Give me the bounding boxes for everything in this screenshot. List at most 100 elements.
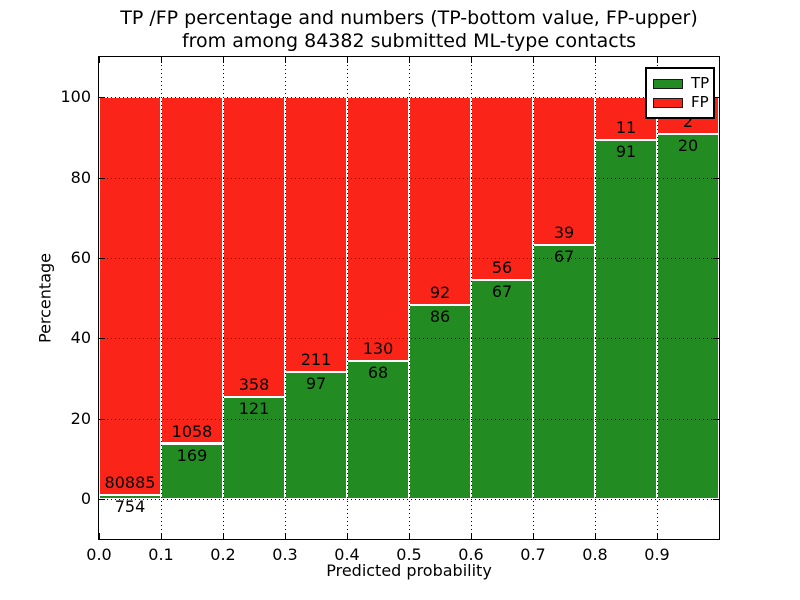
gridline-vertical bbox=[471, 57, 472, 539]
bar-tp-segment bbox=[409, 304, 471, 499]
bar-tp-count: 169 bbox=[176, 445, 208, 465]
bar-tp-count: 67 bbox=[491, 282, 513, 302]
legend-label: FP bbox=[691, 93, 709, 111]
bar-tp-count: 754 bbox=[114, 497, 146, 517]
bar-tp-segment bbox=[471, 280, 533, 499]
bar-fp-segment bbox=[99, 97, 161, 496]
bar-tp-segment bbox=[99, 495, 161, 499]
chart-title: TP /FP percentage and numbers (TP-bottom… bbox=[99, 7, 719, 53]
gridline-vertical bbox=[595, 57, 596, 539]
gridline-vertical bbox=[409, 57, 410, 539]
x-tick-label: 0.2 bbox=[210, 545, 236, 564]
y-tick-label: 60 bbox=[70, 247, 91, 267]
x-tick-label: 0.7 bbox=[520, 545, 546, 564]
bar-tp-segment bbox=[347, 360, 409, 499]
bar-fp-segment bbox=[285, 97, 347, 373]
x-tick-mark-top bbox=[161, 57, 162, 63]
y-tick-label: 40 bbox=[70, 328, 91, 348]
bar-tp-count: 121 bbox=[238, 399, 270, 419]
bar-fp-count: 11 bbox=[615, 118, 637, 138]
bar-tp-count: 68 bbox=[367, 362, 389, 382]
bar-fp-segment bbox=[161, 97, 223, 444]
x-tick-mark-bottom bbox=[223, 533, 224, 539]
plot-area: TP FP 0 20 40 60 80 100 0.0 0.1 0.2 0.3 0.4 0.5 0.6 0.… bbox=[60, 56, 720, 564]
bar-fp-count: 56 bbox=[491, 258, 513, 278]
y-tick-mark-left bbox=[99, 97, 105, 98]
bar-fp-count: 92 bbox=[429, 282, 451, 302]
y-tick-mark-left bbox=[99, 178, 105, 179]
bar-tp-segment bbox=[657, 133, 719, 499]
legend-label: TP bbox=[691, 74, 710, 92]
x-tick-label: 0.8 bbox=[582, 545, 608, 564]
x-tick-mark-bottom bbox=[347, 533, 348, 539]
gridline-vertical bbox=[285, 57, 286, 539]
chart-title-line2: from among 84382 submitted ML-type conta… bbox=[181, 30, 637, 52]
bar-fp-segment bbox=[409, 97, 471, 305]
y-tick-label: 100 bbox=[60, 87, 91, 107]
gridline-vertical bbox=[347, 57, 348, 539]
y-tick-mark-left bbox=[99, 258, 105, 259]
x-tick-mark-bottom bbox=[657, 533, 658, 539]
x-tick-mark-bottom bbox=[99, 533, 100, 539]
x-tick-mark-bottom bbox=[533, 533, 534, 539]
x-tick-mark-bottom bbox=[161, 533, 162, 539]
chart-title-line1: TP /FP percentage and numbers (TP-bottom… bbox=[120, 7, 698, 29]
bar-tp-count: 20 bbox=[677, 135, 699, 155]
y-tick-mark-right bbox=[713, 178, 719, 179]
legend: TP FP bbox=[645, 67, 715, 119]
x-tick-mark-top bbox=[471, 57, 472, 63]
x-tick-mark-top bbox=[99, 57, 100, 63]
y-tick-mark-right bbox=[713, 419, 719, 420]
x-tick-label: 0.0 bbox=[86, 545, 112, 564]
legend-swatch-fp-icon bbox=[653, 97, 683, 108]
bar-tp-segment bbox=[161, 443, 223, 499]
x-tick-label: 0.6 bbox=[458, 545, 484, 564]
y-tick-label: 20 bbox=[70, 408, 91, 428]
gridline-vertical bbox=[533, 57, 534, 539]
bar-tp-count: 86 bbox=[429, 306, 451, 326]
y-tick-mark-left bbox=[99, 419, 105, 420]
bar-tp-count: 91 bbox=[615, 142, 637, 162]
bar-tp-count: 67 bbox=[553, 246, 575, 266]
x-tick-mark-bottom bbox=[471, 533, 472, 539]
x-tick-mark-bottom bbox=[595, 533, 596, 539]
legend-swatch-tp-icon bbox=[653, 78, 683, 89]
y-tick-mark-right bbox=[713, 258, 719, 259]
y-tick-mark-right bbox=[713, 338, 719, 339]
x-tick-mark-top bbox=[595, 57, 596, 63]
y-tick-label: 0 bbox=[80, 488, 91, 508]
y-tick-mark-right bbox=[713, 97, 719, 98]
x-tick-mark-top bbox=[657, 57, 658, 63]
y-tick-mark-right bbox=[713, 499, 719, 500]
bar-tp-count: 97 bbox=[305, 374, 327, 394]
y-tick-mark-left bbox=[99, 338, 105, 339]
y-tick-label: 80 bbox=[70, 167, 91, 187]
x-tick-mark-top bbox=[285, 57, 286, 63]
gridline-vertical bbox=[657, 57, 658, 539]
x-tick-label: 0.5 bbox=[396, 545, 422, 564]
bar-fp-count: 358 bbox=[238, 375, 270, 395]
x-tick-label: 0.1 bbox=[148, 545, 174, 564]
x-tick-mark-bottom bbox=[409, 533, 410, 539]
legend-entry: TP bbox=[653, 74, 710, 93]
bar-fp-count: 130 bbox=[362, 338, 394, 358]
x-tick-label: 0.9 bbox=[644, 545, 670, 564]
x-tick-mark-top bbox=[533, 57, 534, 63]
gridline-vertical bbox=[223, 57, 224, 539]
bar-tp-segment bbox=[595, 140, 657, 499]
x-axis-label: Predicted probability bbox=[326, 561, 492, 580]
bar-fp-count: 39 bbox=[553, 222, 575, 242]
bar-fp-count: 80885 bbox=[104, 473, 156, 493]
y-tick-mark-left bbox=[99, 499, 105, 500]
gridline-vertical bbox=[161, 57, 162, 539]
bar-fp-count: 211 bbox=[300, 350, 332, 370]
bar-fp-count: 2 bbox=[682, 111, 694, 131]
x-tick-mark-top bbox=[409, 57, 410, 63]
x-tick-mark-top bbox=[223, 57, 224, 63]
x-tick-mark-bottom bbox=[285, 533, 286, 539]
bar-tp-segment bbox=[533, 244, 595, 499]
x-tick-label: 0.4 bbox=[334, 545, 360, 564]
x-tick-label: 0.3 bbox=[272, 545, 298, 564]
x-tick-mark-top bbox=[347, 57, 348, 63]
